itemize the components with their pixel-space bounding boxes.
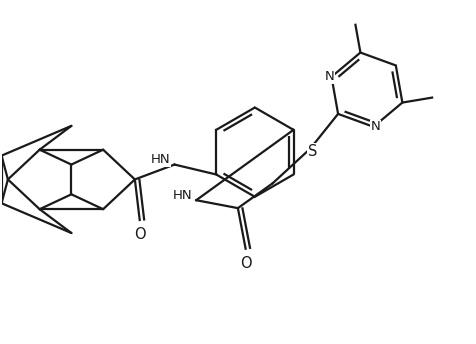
Text: HN: HN xyxy=(151,153,170,166)
Text: S: S xyxy=(307,144,317,159)
Text: N: N xyxy=(325,70,335,83)
Text: O: O xyxy=(134,227,146,243)
Text: O: O xyxy=(240,256,252,271)
Text: HN: HN xyxy=(172,189,192,202)
Text: N: N xyxy=(371,120,380,133)
